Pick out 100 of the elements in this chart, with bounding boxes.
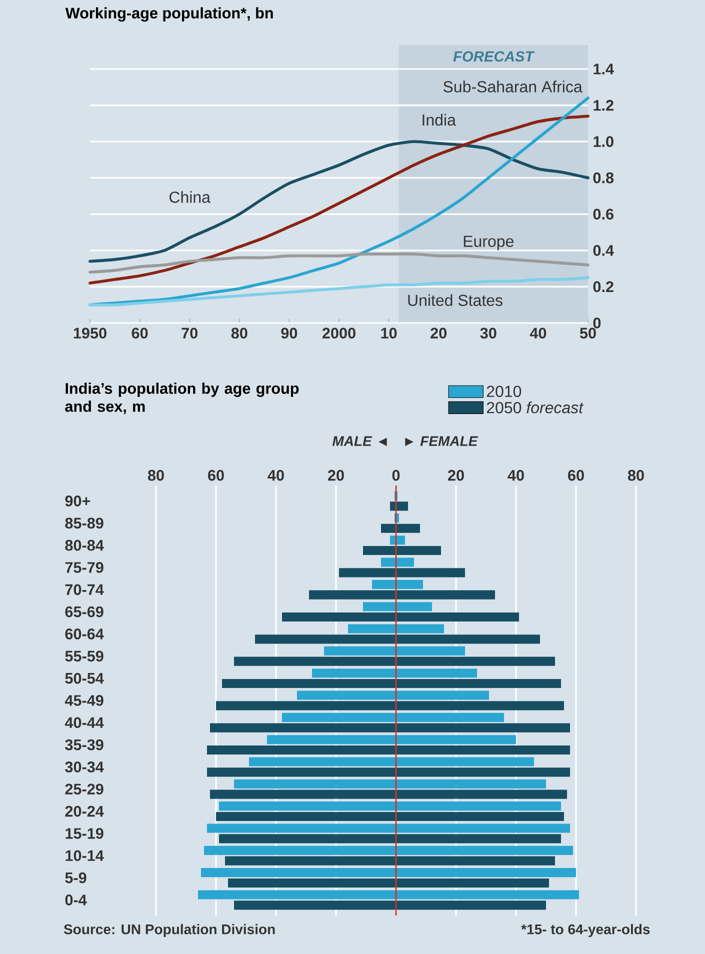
y-tick-label: 70-74 [65, 584, 104, 596]
bar [390, 536, 406, 545]
bar [312, 668, 478, 678]
bar [219, 834, 562, 844]
legend-label: 2010 [486, 386, 522, 398]
bar [228, 878, 550, 888]
y-tick-label: 90+ [65, 496, 90, 506]
x-tick-label: 60 [132, 328, 148, 339]
line-series [88, 114, 590, 285]
bar [210, 790, 568, 799]
y-tick-label: 30-34 [65, 762, 104, 772]
y-tick-label: 40-44 [64, 717, 104, 728]
bar [219, 802, 562, 811]
bar [390, 502, 408, 511]
bar [198, 890, 580, 900]
x-tick-label: 60 [208, 470, 224, 481]
y-tick-label: 1.2 [594, 100, 614, 111]
bar [381, 524, 420, 533]
bar [201, 868, 576, 878]
x-tick-label: 50 [580, 328, 596, 339]
x-tick-label: 80 [628, 470, 644, 481]
bar [225, 856, 556, 866]
x-tick-label: 60 [568, 470, 584, 481]
chart-title: Working-age population*, bn [65, 7, 273, 22]
y-tick-label: 50-54 [65, 672, 104, 684]
y-tick-label: 25-29 [65, 784, 104, 795]
series-label: United States [408, 294, 502, 306]
bar [324, 646, 466, 656]
bar [216, 812, 564, 822]
y-tick-label: 20-24 [65, 806, 104, 817]
bar [216, 701, 564, 710]
bar [297, 690, 490, 700]
bar [309, 590, 496, 600]
chart-title: India’s population by age group and sex, m [65, 382, 299, 414]
bar [207, 745, 570, 755]
y-tick-label: 0.8 [593, 172, 614, 184]
series-label: Sub-Saharan Africa [444, 80, 582, 92]
bar [234, 900, 546, 910]
y-tick-label: 0.2 [593, 281, 614, 292]
bar [249, 757, 534, 766]
series-label: China [170, 191, 210, 203]
x-tick-label: 70 [182, 328, 198, 339]
line-series [88, 276, 590, 306]
text: MALE ◄ [332, 436, 387, 446]
x-tick-label: 0 [392, 470, 400, 481]
bar [381, 558, 414, 567]
y-tick-label: 1.0 [594, 136, 614, 147]
y-tick-label: 15-19 [66, 828, 104, 839]
bar [222, 678, 562, 688]
x-tick-label: 20 [328, 470, 344, 481]
x-tick-label: 80 [231, 328, 248, 339]
y-tick-label: 0-4 [65, 894, 87, 906]
x-tick-label: 40 [508, 470, 524, 481]
y-tick-label: 65-69 [65, 606, 104, 618]
y-tick-label: 0 [593, 318, 601, 328]
y-tick-label: 45-49 [64, 695, 104, 706]
x-tick-label: 20 [430, 328, 447, 339]
bar [282, 612, 520, 622]
bar [207, 824, 570, 833]
x-tick-label: 10 [381, 328, 397, 339]
x-tick-label: 40 [530, 328, 546, 339]
source-note: Source: UN Population Division [64, 924, 275, 938]
bar [210, 723, 570, 732]
band-label: FORECAST [453, 51, 535, 62]
y-tick-label: 35-39 [65, 739, 104, 750]
bar [372, 580, 424, 589]
line-series [88, 96, 590, 306]
y-tick-label: 60-64 [65, 628, 104, 640]
bar [363, 546, 442, 556]
bar [204, 846, 574, 855]
x-tick-label: 80 [148, 470, 164, 481]
bar [207, 768, 570, 777]
y-tick-label: 55-59 [65, 650, 104, 662]
text: *15- to 64-year-olds [521, 924, 650, 938]
bar [255, 634, 540, 644]
line-series [88, 252, 590, 274]
text: ► FEMALE [405, 436, 478, 446]
bar [267, 735, 516, 744]
x-tick-label: 90 [281, 328, 298, 339]
x-tick-label: 40 [268, 470, 284, 481]
y-tick-label: 0.4 [593, 245, 614, 256]
y-tick-label: 10-14 [66, 850, 104, 862]
x-tick-label: 30 [480, 328, 496, 339]
series-label: Europe [464, 236, 514, 250]
y-tick-label: 85-89 [65, 518, 104, 529]
x-tick-label: 2000 [322, 328, 356, 339]
series-label: India [422, 114, 456, 126]
legend-label: 2050 forecast [486, 402, 584, 414]
line-series [88, 140, 590, 263]
bar [234, 656, 556, 666]
bar [363, 602, 432, 612]
bar [282, 712, 504, 722]
bar [339, 568, 466, 578]
bar [234, 779, 546, 788]
y-tick-label: 75-79 [65, 562, 104, 573]
x-tick-label: 20 [448, 470, 464, 481]
x-tick-label: 1950 [74, 328, 106, 339]
y-tick-label: 5-9 [65, 872, 86, 884]
y-tick-label: 1.4 [594, 64, 614, 74]
bar [348, 624, 444, 634]
